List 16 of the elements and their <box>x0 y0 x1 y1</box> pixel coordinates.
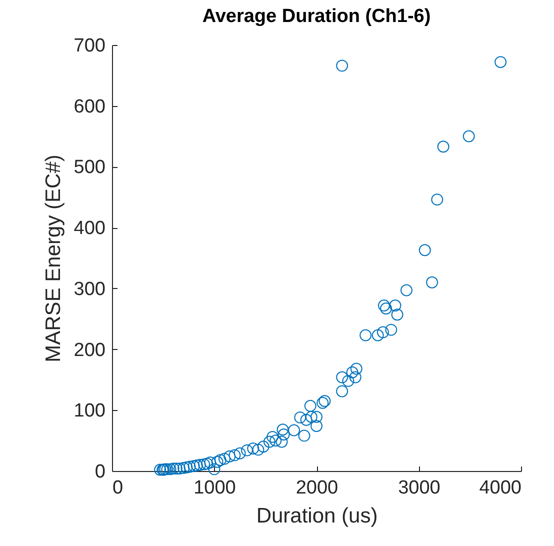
y-tick-label: 300 <box>74 278 106 300</box>
x-tick-label: 2000 <box>296 478 338 498</box>
y-tick-label: 700 <box>74 36 106 56</box>
y-tick-label: 100 <box>74 400 106 422</box>
chart-title: Average Duration (Ch1-6) <box>202 6 431 27</box>
x-tick-label: 4000 <box>479 478 522 498</box>
y-tick-label: 200 <box>74 340 106 361</box>
y-tick-label: 600 <box>74 96 106 118</box>
y-axis-title: MARSE Energy (EC#) <box>42 154 65 362</box>
y-tick-label: 400 <box>74 218 106 240</box>
x-tick-label: 0 <box>112 478 124 498</box>
x-tick-label: 1000 <box>194 478 236 498</box>
x-axis-title: Duration (us) <box>256 504 378 528</box>
y-tick-label: 500 <box>74 157 106 178</box>
y-tick-label: 0 <box>94 462 106 482</box>
x-tick-label: 3000 <box>398 478 440 498</box>
